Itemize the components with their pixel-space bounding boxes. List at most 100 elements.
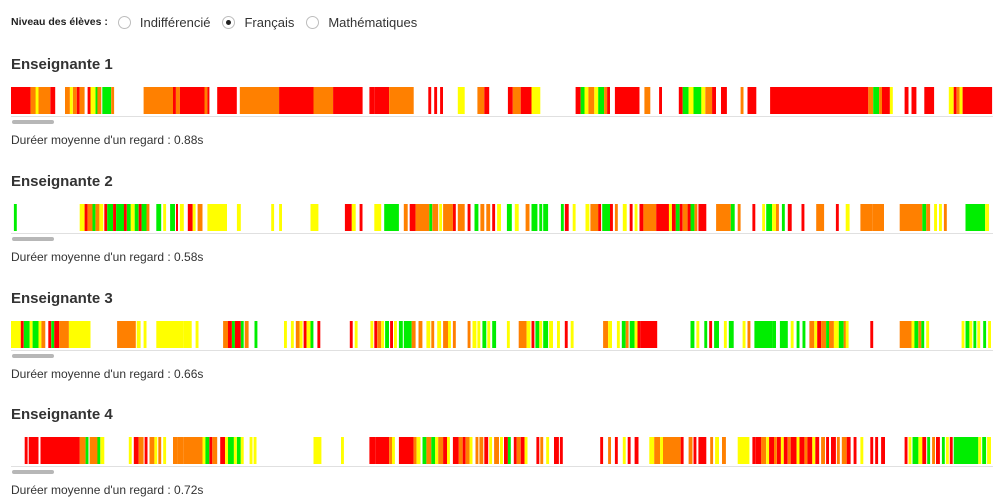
gaze-segment [983, 321, 987, 348]
radio-circle-icon[interactable] [117, 15, 131, 29]
radio-francais[interactable]: Français [222, 15, 294, 30]
gaze-segment [480, 204, 485, 231]
scrollbar-thumb[interactable] [12, 237, 54, 241]
gaze-segment [875, 437, 879, 464]
gaze-segment [755, 437, 762, 464]
gaze-segment [716, 204, 731, 231]
filter-label: Niveau des élèves : [11, 16, 108, 28]
gaze-segment [904, 437, 908, 464]
gaze-segment [500, 437, 503, 464]
gaze-segment [173, 87, 176, 114]
gaze-segment [540, 437, 544, 464]
gaze-segment [369, 87, 375, 114]
gaze-segment [688, 437, 693, 464]
gaze-segment [38, 321, 42, 348]
gaze-segment [126, 204, 131, 231]
gaze-segment [531, 321, 535, 348]
timeline-scrollbar[interactable] [11, 233, 993, 241]
gaze-segment [398, 437, 414, 464]
gaze-segment [434, 87, 438, 114]
average-gaze-duration: Duréer moyenne d'un regard : 0.88s [11, 133, 204, 147]
teacher-section: Enseignante 4 Duréer moyenne d'un regard… [11, 405, 993, 498]
gaze-segment [220, 437, 226, 464]
gaze-segment [904, 87, 909, 114]
radio-circle-icon[interactable] [222, 15, 236, 29]
gaze-segment [462, 437, 466, 464]
gaze-segment [564, 321, 568, 348]
gaze-segment [437, 321, 442, 348]
gaze-segment [472, 321, 477, 348]
timeline-scrollbar[interactable] [11, 350, 993, 358]
gaze-segment [584, 87, 589, 114]
gaze-segment [829, 321, 834, 348]
gaze-segment [72, 87, 77, 114]
gaze-segment [492, 204, 496, 231]
scrollbar-thumb[interactable] [12, 470, 54, 474]
gaze-segment [173, 437, 178, 464]
gaze-segment [873, 87, 880, 114]
gaze-segment [675, 204, 680, 231]
gaze-segment [354, 321, 358, 348]
gaze-segment [163, 437, 167, 464]
gaze-segment [766, 204, 773, 231]
gaze-segment [634, 321, 638, 348]
gaze-segment [79, 87, 85, 114]
gaze-segment [921, 321, 925, 348]
radio-circle-icon[interactable] [306, 15, 320, 29]
gaze-segment [435, 437, 439, 464]
gaze-segment [390, 321, 393, 348]
gaze-segment [253, 437, 257, 464]
gaze-segment [639, 204, 644, 231]
gaze-segment [698, 204, 707, 231]
gaze-segment [11, 321, 21, 348]
gaze-segment [853, 437, 857, 464]
gaze-timeline [11, 87, 993, 114]
average-gaze-duration: Duréer moyenne d'un regard : 0.58s [11, 250, 204, 264]
gaze-segment [643, 204, 657, 231]
average-gaze-duration: Duréer moyenne d'un regard : 0.72s [11, 483, 204, 497]
scrollbar-thumb[interactable] [12, 120, 54, 124]
gaze-segment [426, 321, 431, 348]
gaze-segment [524, 437, 528, 464]
gaze-segment [59, 321, 69, 348]
timeline-scrollbar[interactable] [11, 466, 993, 474]
gaze-segment [525, 204, 530, 231]
gaze-segment [506, 204, 512, 231]
radio-mathematiques[interactable]: Mathématiques [306, 15, 417, 30]
gaze-segment [202, 437, 206, 464]
gaze-segment [535, 321, 540, 348]
gaze-segment [183, 437, 203, 464]
gaze-segment [953, 87, 957, 114]
gaze-segment [649, 437, 655, 464]
gaze-segment [644, 87, 651, 114]
gaze-segment [290, 321, 294, 348]
gaze-segment [130, 204, 135, 231]
gaze-segment [469, 437, 473, 464]
gaze-segment [228, 321, 232, 348]
gaze-segment [477, 87, 485, 114]
gaze-segment [932, 437, 935, 464]
timeline-scrollbar[interactable] [11, 116, 993, 124]
scrollbar-thumb[interactable] [12, 354, 54, 358]
teacher-section: Enseignante 2 Duréer moyenne d'un regard… [11, 172, 993, 265]
gaze-segment [737, 437, 746, 464]
gaze-segment [163, 204, 167, 231]
gaze-segment [492, 321, 497, 348]
gaze-segment [223, 321, 228, 348]
gaze-segment [370, 321, 374, 348]
gaze-segment [344, 204, 352, 231]
gaze-segment [431, 437, 436, 464]
gaze-segment [377, 321, 382, 348]
gaze-segment [244, 321, 249, 348]
gaze-segment [526, 321, 531, 348]
gaze-segment [802, 321, 806, 348]
gaze-segment [899, 204, 923, 231]
gaze-segment [712, 87, 716, 114]
gaze-segment [543, 321, 549, 348]
gaze-segment [30, 87, 51, 114]
gaze-segment [796, 437, 800, 464]
gaze-segment [698, 437, 707, 464]
radio-indifferencie[interactable]: Indifférencié [117, 15, 210, 30]
gaze-segment [941, 437, 945, 464]
gaze-segment [516, 437, 521, 464]
